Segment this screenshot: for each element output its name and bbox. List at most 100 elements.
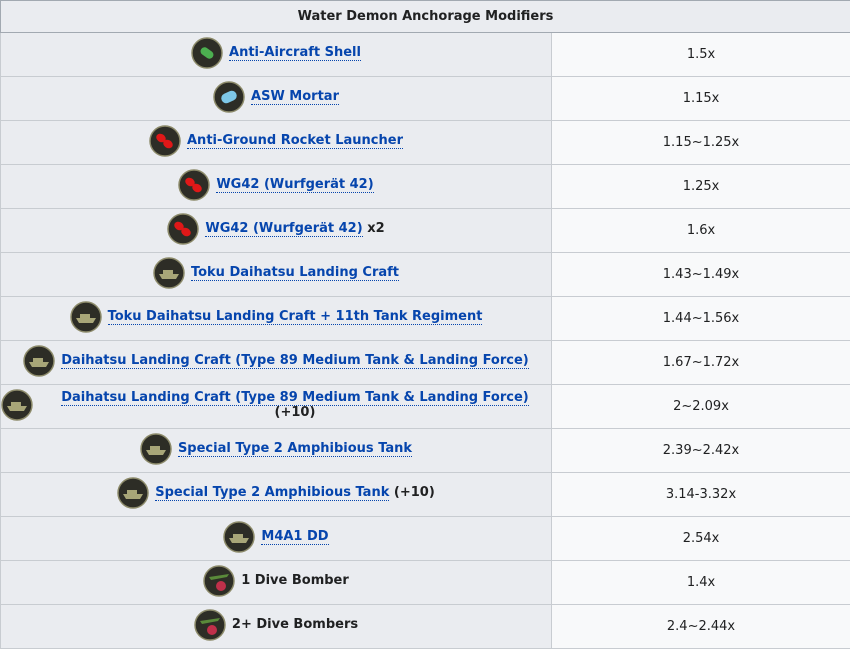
item-cell: Toku Daihatsu Landing Craft [1, 253, 552, 297]
item-suffix: (+10) [275, 405, 316, 420]
modifier-row: Daihatsu Landing Craft (Type 89 Medium T… [1, 385, 850, 429]
item-text: Special Type 2 Amphibious Tank [178, 441, 412, 456]
item-cell: Toku Daihatsu Landing Craft + 11th Tank … [1, 297, 552, 341]
modifier-value: 1.44~1.56x [552, 297, 850, 341]
item-text: Special Type 2 Amphibious Tank (+10) [155, 485, 435, 500]
item-suffix: x2 [367, 221, 384, 236]
item-content: Toku Daihatsu Landing Craft [153, 257, 399, 289]
item-link[interactable]: Special Type 2 Amphibious Tank [155, 485, 389, 501]
item-link[interactable]: Anti-Ground Rocket Launcher [187, 133, 403, 149]
item-text: Daihatsu Landing Craft (Type 89 Medium T… [61, 353, 528, 368]
icon-ring [195, 610, 225, 640]
item-icon [70, 301, 102, 333]
item-content: Toku Daihatsu Landing Craft + 11th Tank … [70, 301, 483, 333]
modifier-row: Special Type 2 Amphibious Tank 2.39~2.42x [1, 429, 850, 473]
item-text: ASW Mortar [251, 89, 339, 104]
item-icon [194, 609, 226, 641]
item-cell: Special Type 2 Amphibious Tank (+10) [1, 473, 552, 517]
item-content: 1 Dive Bomber [203, 565, 349, 597]
item-icon [117, 477, 149, 509]
item-text: Daihatsu Landing Craft (Type 89 Medium T… [39, 390, 551, 420]
item-cell: Daihatsu Landing Craft (Type 89 Medium T… [1, 341, 552, 385]
table-title: Water Demon Anchorage Modifiers [1, 1, 850, 33]
item-link[interactable]: WG42 (Wurfgerät 42) [205, 221, 362, 237]
item-icon [1, 389, 33, 421]
item-text: Toku Daihatsu Landing Craft + 11th Tank … [108, 309, 483, 324]
item-icon [191, 37, 223, 69]
item-text: M4A1 DD [261, 529, 328, 544]
modifier-row: Toku Daihatsu Landing Craft 1.43~1.49x [1, 253, 850, 297]
modifier-row: ASW Mortar 1.15x [1, 77, 850, 121]
item-text: 2+ Dive Bombers [232, 617, 358, 632]
modifier-value: 1.5x [552, 33, 850, 77]
item-label: 1 Dive Bomber [241, 573, 349, 588]
item-content: Daihatsu Landing Craft (Type 89 Medium T… [1, 389, 551, 421]
item-text: WG42 (Wurfgerät 42) x2 [205, 221, 384, 236]
modifier-row: Anti-Aircraft Shell 1.5x [1, 33, 850, 77]
modifier-row: WG42 (Wurfgerät 42) 1.25x [1, 165, 850, 209]
modifier-value: 1.15~1.25x [552, 121, 850, 165]
item-content: 2+ Dive Bombers [194, 609, 358, 641]
item-content: M4A1 DD [223, 521, 328, 553]
item-icon [203, 565, 235, 597]
item-icon [149, 125, 181, 157]
item-content: Anti-Aircraft Shell [191, 37, 361, 69]
modifier-value: 2~2.09x [552, 385, 850, 429]
item-text: Toku Daihatsu Landing Craft [191, 265, 399, 280]
item-text: Anti-Ground Rocket Launcher [187, 133, 403, 148]
item-label: 2+ Dive Bombers [232, 617, 358, 632]
item-cell: WG42 (Wurfgerät 42) x2 [1, 209, 552, 253]
icon-shape [216, 581, 226, 591]
item-link[interactable]: M4A1 DD [261, 529, 328, 545]
item-link[interactable]: Anti-Aircraft Shell [229, 45, 361, 61]
item-content: Special Type 2 Amphibious Tank (+10) [117, 477, 435, 509]
item-icon [23, 345, 55, 377]
item-content: Daihatsu Landing Craft (Type 89 Medium T… [23, 345, 528, 377]
item-cell: WG42 (Wurfgerät 42) [1, 165, 552, 209]
item-content: WG42 (Wurfgerät 42) [178, 169, 373, 201]
modifier-value: 1.15x [552, 77, 850, 121]
item-cell: 2+ Dive Bombers [1, 605, 552, 649]
item-link[interactable]: Toku Daihatsu Landing Craft + 11th Tank … [108, 309, 483, 325]
item-text: WG42 (Wurfgerät 42) [216, 177, 373, 192]
item-content: Special Type 2 Amphibious Tank [140, 433, 412, 465]
item-cell: 1 Dive Bomber [1, 561, 552, 605]
item-content: Anti-Ground Rocket Launcher [149, 125, 403, 157]
item-link[interactable]: ASW Mortar [251, 89, 339, 105]
icon-ring [204, 566, 234, 596]
modifier-value: 1.25x [552, 165, 850, 209]
modifier-value: 1.43~1.49x [552, 253, 850, 297]
item-icon [213, 81, 245, 113]
modifier-value: 1.4x [552, 561, 850, 605]
modifier-row: 1 Dive Bomber 1.4x [1, 561, 850, 605]
modifier-value: 2.39~2.42x [552, 429, 850, 473]
item-link[interactable]: Toku Daihatsu Landing Craft [191, 265, 399, 281]
modifier-row: 2+ Dive Bombers 2.4~2.44x [1, 605, 850, 649]
header-row: Water Demon Anchorage Modifiers [1, 1, 850, 33]
item-text: 1 Dive Bomber [241, 573, 349, 588]
modifier-value: 2.4~2.44x [552, 605, 850, 649]
modifier-row: Daihatsu Landing Craft (Type 89 Medium T… [1, 341, 850, 385]
item-cell: ASW Mortar [1, 77, 552, 121]
item-text: Anti-Aircraft Shell [229, 45, 361, 60]
item-suffix: (+10) [394, 485, 435, 500]
item-cell: Special Type 2 Amphibious Tank [1, 429, 552, 473]
item-cell: Daihatsu Landing Craft (Type 89 Medium T… [1, 385, 552, 429]
icon-shape [207, 625, 217, 635]
item-link[interactable]: WG42 (Wurfgerät 42) [216, 177, 373, 193]
item-link[interactable]: Daihatsu Landing Craft (Type 89 Medium T… [61, 353, 528, 369]
item-icon [140, 433, 172, 465]
modifier-value: 3.14-3.32x [552, 473, 850, 517]
item-link[interactable]: Daihatsu Landing Craft (Type 89 Medium T… [61, 390, 528, 406]
modifier-row: Toku Daihatsu Landing Craft + 11th Tank … [1, 297, 850, 341]
item-link[interactable]: Special Type 2 Amphibious Tank [178, 441, 412, 457]
item-content: ASW Mortar [213, 81, 339, 113]
modifier-row: Special Type 2 Amphibious Tank (+10) 3.14… [1, 473, 850, 517]
item-icon [223, 521, 255, 553]
item-icon [167, 213, 199, 245]
